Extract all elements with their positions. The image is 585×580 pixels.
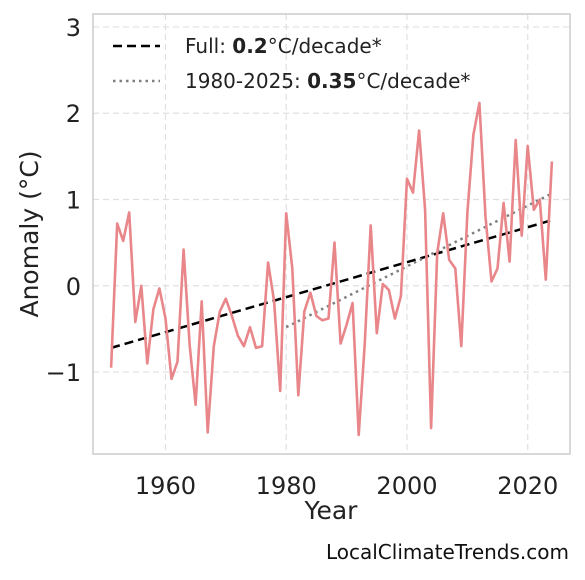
plot-frame — [92, 13, 571, 455]
legend-recent-suffix: °C/decade* — [356, 69, 470, 93]
plot-background — [93, 14, 570, 454]
y-tick-label: −1 — [46, 359, 81, 387]
legend-recent-prefix: 1980-2025: — [185, 69, 307, 93]
trend-line-recent — [285, 192, 553, 329]
legend-full-suffix: °C/decade* — [268, 34, 382, 58]
y-tick-label: 3 — [66, 14, 81, 42]
y-axis-title: Anomaly (°C) — [15, 150, 44, 317]
y-tick-label: 0 — [66, 273, 81, 301]
tick-labels: 1960 1980 2000 2020 −1 0 1 2 3 — [46, 14, 559, 500]
legend-full-prefix: Full: — [185, 34, 232, 58]
legend-recent-value: 0.35 — [307, 69, 356, 93]
source-credit: LocalClimateTrends.com — [325, 540, 569, 564]
y-tick-label: 2 — [66, 100, 81, 128]
chart: 1960 1980 2000 2020 −1 0 1 2 3 Year Anomaly (°C)… — [15, 13, 571, 525]
x-axis-title: Year — [304, 496, 359, 525]
series-line-anomaly — [109, 101, 554, 437]
y-tick-label: 1 — [66, 186, 81, 214]
x-tick-label: 2000 — [376, 472, 437, 500]
legend-label-full: Full: 0.2°C/decade* — [185, 34, 382, 58]
legend-full-value: 0.2 — [232, 34, 267, 58]
x-tick-label: 2020 — [497, 472, 558, 500]
series-group — [109, 101, 554, 437]
x-tick-label: 1980 — [256, 472, 317, 500]
legend: Full: 0.2°C/decade* 1980-2025: 0.35°C/de… — [113, 34, 470, 93]
legend-label-recent: 1980-2025: 0.35°C/decade* — [185, 69, 470, 93]
x-tick-label: 1960 — [135, 472, 196, 500]
